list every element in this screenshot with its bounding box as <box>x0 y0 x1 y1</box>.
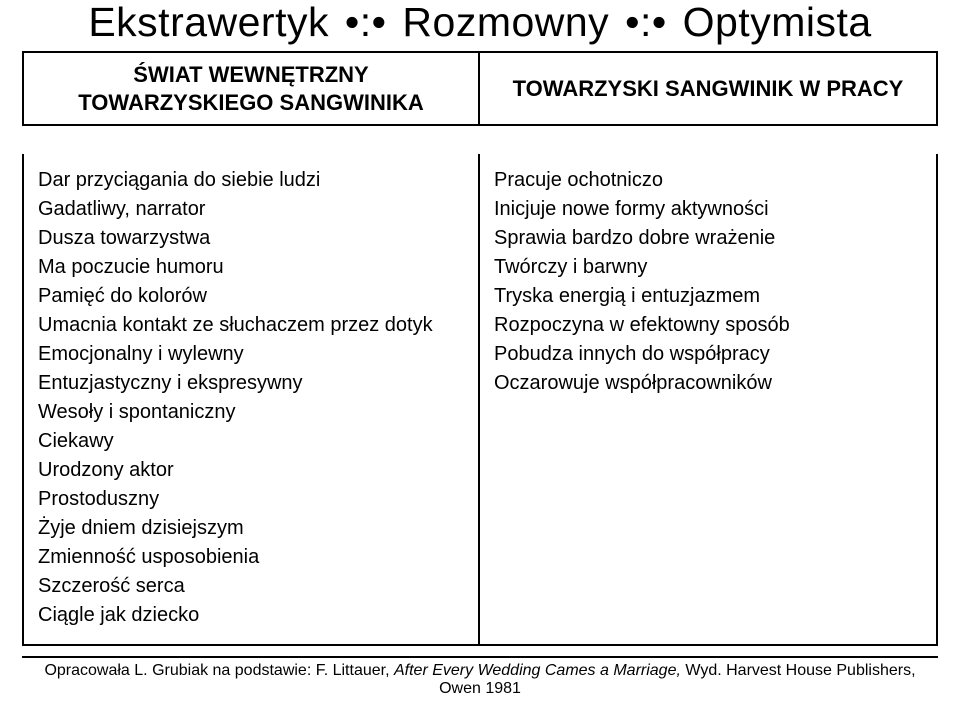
left-list-item: Żyje dniem dzisiejszym <box>38 514 464 543</box>
left-column: Dar przyciągania do siebie ludziGadatliw… <box>24 154 480 644</box>
header-left-line1: ŚWIAT WEWNĘTRZNY <box>30 61 472 89</box>
footer: Opracowała L. Grubiak na podstawie: F. L… <box>22 656 938 698</box>
header-right-text: TOWARZYSKI SANGWINIK W PRACY <box>513 75 904 103</box>
header-left-line2: TOWARZYSKIEGO SANGWINIKA <box>30 89 472 117</box>
left-list-item: Ma poczucie humoru <box>38 253 464 282</box>
title-word-2: Rozmowny <box>402 0 609 45</box>
left-list-item: Zmienność usposobienia <box>38 543 464 572</box>
left-list-item: Umacnia kontakt ze słuchaczem przez doty… <box>38 311 464 340</box>
left-list-item: Wesoły i spontaniczny <box>38 398 464 427</box>
right-list-item: Oczarowuje współpracowników <box>494 369 922 398</box>
title-word-1: Ekstrawertyk <box>88 0 329 45</box>
right-list-item: Pracuje ochotniczo <box>494 166 922 195</box>
right-column: Pracuje ochotniczoInicjuje nowe formy ak… <box>480 154 936 644</box>
left-list-item: Prostoduszny <box>38 485 464 514</box>
left-list-item: Pamięć do kolorów <box>38 282 464 311</box>
page-title: Ekstrawertyk •:• Rozmowny •:• Optymista <box>22 0 938 45</box>
right-list-item: Pobudza innych do współpracy <box>494 340 922 369</box>
right-list-item: Rozpoczyna w efektowny sposób <box>494 311 922 340</box>
left-list-item: Dusza towarzystwa <box>38 224 464 253</box>
right-list-item: Inicjuje nowe formy aktywności <box>494 195 922 224</box>
left-list-item: Szczerość serca <box>38 572 464 601</box>
left-list-item: Ciągle jak dziecko <box>38 601 464 630</box>
right-list-item: Twórczy i barwny <box>494 253 922 282</box>
left-list-item: Emocjonalny i wylewny <box>38 340 464 369</box>
footer-italic: After Every Wedding Cames a Marriage, <box>394 662 685 679</box>
left-list-item: Entuzjastyczny i ekspresywny <box>38 369 464 398</box>
title-separator-1: •:• <box>341 0 391 45</box>
right-list-item: Tryska energią i entuzjazmem <box>494 282 922 311</box>
title-separator-2: •:• <box>621 0 671 45</box>
left-list-item: Ciekawy <box>38 427 464 456</box>
header-cell-left: ŚWIAT WEWNĘTRZNY TOWARZYSKIEGO SANGWINIK… <box>24 53 480 124</box>
header-cell-right: TOWARZYSKI SANGWINIK W PRACY <box>480 53 936 124</box>
header-row: ŚWIAT WEWNĘTRZNY TOWARZYSKIEGO SANGWINIK… <box>22 51 938 126</box>
left-list-item: Gadatliwy, narrator <box>38 195 464 224</box>
left-list-item: Urodzony aktor <box>38 456 464 485</box>
page: Ekstrawertyk •:• Rozmowny •:• Optymista … <box>0 0 960 706</box>
left-list-item: Dar przyciągania do siebie ludzi <box>38 166 464 195</box>
body-row: Dar przyciągania do siebie ludziGadatliw… <box>22 154 938 646</box>
footer-prefix: Opracowała L. Grubiak na podstawie: F. L… <box>44 662 394 679</box>
right-list-item: Sprawia bardzo dobre wrażenie <box>494 224 922 253</box>
title-word-3: Optymista <box>683 0 872 45</box>
